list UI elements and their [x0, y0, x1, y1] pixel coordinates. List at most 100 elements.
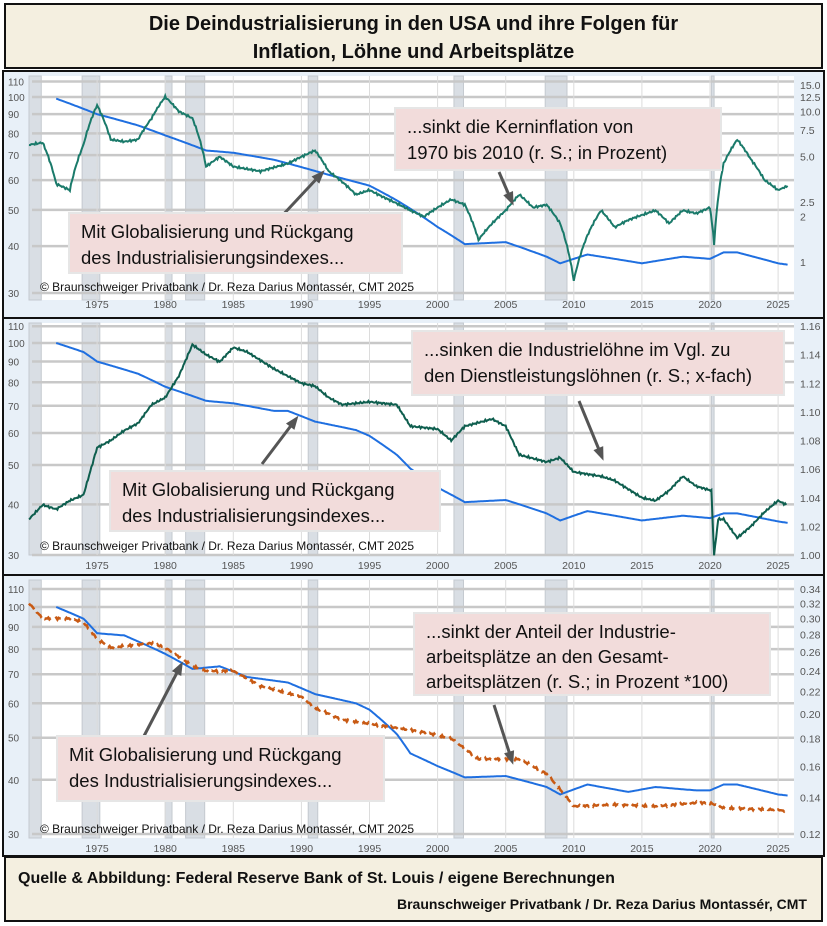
left-axis-tick-label: 50 — [8, 734, 20, 745]
x-axis-tick-label: 2005 — [494, 843, 518, 855]
arrow-head-icon — [171, 661, 183, 676]
x-axis-tick-label: 1980 — [154, 299, 178, 311]
panel-inflation: 30 40 50 60 70 80 90 100 110 1975 1980 1985 1990 1995… — [2, 70, 825, 319]
series-line-jobs — [27, 602, 788, 814]
left-axis-tick-label: 30 — [8, 830, 20, 841]
right-axis-tick-label: 1.12 — [800, 378, 821, 390]
annotation-arrow — [492, 704, 514, 762]
x-axis-tick-label: 2025 — [766, 843, 790, 855]
right-axis-tick-label: 0.16 — [800, 761, 821, 773]
annotation-box — [68, 212, 403, 274]
right-axis-tick-label: 1.08 — [800, 436, 821, 448]
left-axis-tick-label: 50 — [8, 461, 20, 472]
x-axis-tick-label: 2015 — [630, 560, 654, 572]
x-axis-tick-label: 2020 — [698, 560, 722, 572]
arrow-head-icon — [593, 446, 604, 461]
panel-jobs: 30 40 50 60 70 80 90 100 110 1975 1980 1985 1990 1995… — [2, 574, 825, 857]
recession-band — [28, 579, 42, 839]
right-axis-tick-label: 2 — [800, 212, 806, 224]
left-axis-tick-label: 80 — [8, 645, 20, 656]
left-axis-tick-label: 80 — [8, 129, 20, 140]
right-axis-tick-label: 0.12 — [800, 829, 821, 841]
arrow-head-icon — [311, 170, 325, 184]
x-axis-tick-label: 2015 — [630, 843, 654, 855]
right-axis-tick-label: 1.02 — [800, 521, 821, 533]
left-axis-tick-label: 40 — [8, 242, 20, 253]
right-axis-tick-label: 0.28 — [800, 630, 821, 642]
left-axis-tick-label: 60 — [8, 176, 20, 187]
right-axis-tick-label: 10.0 — [800, 106, 821, 118]
left-axis-tick-label: 90 — [8, 623, 20, 634]
chart-wages: 30 40 50 60 70 80 90 100 110 1975 1980 1985 1990 1995… — [8, 321, 821, 572]
x-axis-tick-label: 1975 — [85, 843, 109, 855]
right-axis-tick-label: 1 — [800, 257, 806, 269]
copyright-text: © Braunschweiger Privatbank / Dr. Reza D… — [40, 539, 414, 553]
right-axis-tick-label: 0.26 — [800, 647, 821, 659]
panel-wages: 30 40 50 60 70 80 90 100 110 1975 1980 1985 1990 1995… — [2, 317, 825, 576]
x-axis-tick-label: 2025 — [766, 299, 790, 311]
x-axis-tick-label: 1995 — [358, 843, 382, 855]
recession-band — [453, 75, 464, 301]
x-axis-tick-label: 2000 — [426, 299, 450, 311]
annotation-text: ...sinkt die Kerninflation von — [407, 116, 633, 137]
right-axis-tick-label: 0.30 — [800, 613, 821, 625]
x-axis-tick-label: 2000 — [426, 560, 450, 572]
annotation-text: arbeitsplätzen (r. S.; in Prozent *100) — [426, 671, 728, 692]
right-axis-tick-label: 0.20 — [800, 709, 821, 721]
annotation-box — [56, 735, 385, 802]
x-axis-tick-label: 2020 — [698, 843, 722, 855]
copyright-text: © Braunschweiger Privatbank / Dr. Reza D… — [40, 822, 414, 836]
left-axis-tick-label: 90 — [8, 358, 20, 369]
right-axis-tick-label: 1.10 — [800, 407, 821, 419]
left-axis-tick-label: 70 — [8, 402, 20, 413]
annotation-text: Mit Globalisierung und Rückgang — [69, 744, 342, 765]
right-axis-tick-label: 0.34 — [800, 584, 821, 596]
left-axis-tick-label: 40 — [8, 776, 20, 787]
annotation-arrow — [142, 664, 183, 737]
x-axis-tick-label: 1985 — [222, 560, 246, 572]
x-axis-tick-label: 2015 — [630, 299, 654, 311]
x-axis-tick-label: 1990 — [290, 843, 314, 855]
x-axis-tick-label: 1995 — [358, 560, 382, 572]
right-axis-tick-label: 0.18 — [800, 734, 821, 746]
annotation-text: Mit Globalisierung und Rückgang — [122, 479, 395, 500]
right-axis-tick-label: 1.16 — [800, 321, 821, 333]
annotation-box — [413, 612, 771, 696]
right-axis-tick-label: 2.5 — [800, 197, 815, 209]
arrow-head-icon — [503, 191, 514, 206]
arrow-head-icon — [504, 750, 515, 765]
left-axis-tick-label: 100 — [8, 93, 25, 104]
series-line-inflation — [28, 92, 789, 281]
x-axis-tick-label: 1995 — [358, 299, 382, 311]
right-axis-tick-label: 0.14 — [800, 793, 821, 805]
right-axis-tick-label: 0.24 — [800, 666, 821, 678]
right-axis-tick-label: 0.22 — [800, 686, 821, 698]
annotation-text: ...sinkt der Anteil der Industrie- — [426, 621, 676, 642]
annotation-text: 1970 bis 2010 (r. S.; in Prozent) — [407, 142, 667, 163]
x-axis-tick-label: 2010 — [562, 560, 586, 572]
right-axis-tick-label: 5.0 — [800, 152, 815, 164]
annotation-box — [394, 107, 722, 171]
x-axis-tick-label: 2020 — [698, 299, 722, 311]
x-axis-tick-label: 1975 — [85, 299, 109, 311]
series-line-wages — [28, 342, 788, 556]
right-axis-tick-label: 1.14 — [800, 350, 821, 362]
x-axis-tick-label: 2025 — [766, 560, 790, 572]
annotation-text: ...sinken die Industrielöhne im Vgl. zu — [424, 339, 730, 360]
left-axis-tick-label: 110 — [8, 77, 24, 88]
annotation-text: arbeitsplätze an den Gesamt- — [426, 646, 669, 667]
footer: Quelle & Abbildung: Federal Reserve Bank… — [4, 856, 823, 922]
x-axis-tick-label: 1980 — [154, 843, 178, 855]
recession-band — [453, 579, 464, 839]
title-line-2: Inflation, Löhne und Arbeitsplätze — [252, 41, 575, 63]
x-axis-tick-label: 1985 — [222, 843, 246, 855]
left-axis-tick-label: 70 — [8, 151, 20, 162]
annotation-text: den Dienstleistungslöhnen (r. S.; x-fach… — [424, 365, 752, 386]
left-axis-tick-label: 50 — [8, 206, 20, 217]
series-line-index — [55, 606, 788, 797]
right-axis-tick-label: 12.5 — [800, 92, 821, 104]
x-axis-tick-label: 2005 — [494, 560, 518, 572]
right-axis-tick-label: 7.5 — [800, 125, 815, 137]
left-axis-tick-label: 100 — [8, 339, 25, 350]
x-axis-tick-label: 1990 — [290, 299, 314, 311]
